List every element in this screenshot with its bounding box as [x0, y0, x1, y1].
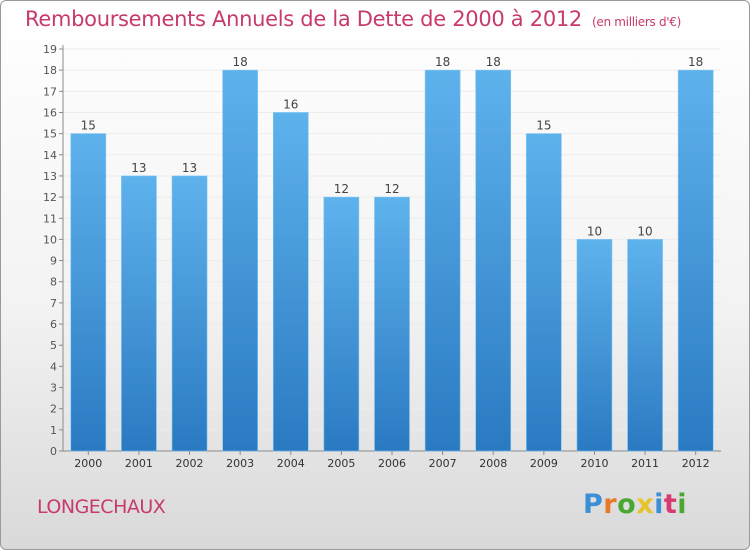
x-tick-labels: 2000 2001 2002 2003 2004 2005 2006 2007 2008 2009… [74, 457, 709, 470]
x-tick-label-2006: 2006 [378, 457, 406, 470]
y-tick-label: 2 [50, 403, 57, 416]
x-tick-label-2002: 2002 [176, 457, 204, 470]
data-label-2011: 10 [637, 224, 652, 238]
bars [70, 69, 714, 452]
logo-letter: r [603, 489, 618, 520]
bar-2011 [627, 239, 663, 452]
logo-letter: i [654, 489, 664, 520]
y-tick-label: 3 [50, 382, 57, 395]
x-tick-label-2011: 2011 [631, 457, 659, 470]
y-tick-label: 13 [43, 170, 57, 183]
logo-letter: i [677, 489, 688, 520]
logo-letter: x [636, 489, 655, 520]
data-label-2007: 18 [435, 55, 450, 69]
y-tick-label: 0 [50, 445, 57, 458]
y-tick-label: 17 [43, 85, 57, 98]
data-label-2003: 18 [233, 55, 248, 69]
bar-2001 [121, 175, 157, 452]
x-tick-label-2004: 2004 [277, 457, 305, 470]
chart-title-text: Remboursements Annuels de la Dette de 20… [25, 7, 582, 31]
chart-title: Remboursements Annuels de la Dette de 20… [25, 7, 681, 31]
y-tick-label: 7 [50, 297, 57, 310]
logo-letter: P [583, 489, 604, 520]
y-tick-label: 15 [43, 128, 57, 141]
logo-letter: t [663, 489, 678, 520]
y-tick-label: 18 [43, 64, 57, 77]
data-labels: 15 13 13 18 16 12 12 18 18 15 10 10 18 [81, 55, 704, 238]
x-tick-label-2010: 2010 [580, 457, 608, 470]
x-tick-label-2009: 2009 [530, 457, 558, 470]
commune-name: LONGECHAUX [37, 496, 166, 518]
data-label-2012: 18 [688, 55, 703, 69]
proxiti-logo: Proxiti [583, 489, 687, 520]
y-tick-label: 14 [43, 149, 57, 162]
data-label-2008: 18 [486, 55, 501, 69]
y-tick-label: 16 [43, 106, 57, 119]
x-tick-label-2001: 2001 [125, 457, 153, 470]
data-label-2001: 13 [131, 161, 146, 175]
logo-letter: o [617, 489, 637, 520]
x-tick-label-2003: 2003 [226, 457, 254, 470]
bar-2008 [475, 69, 512, 452]
x-tick-label-2005: 2005 [327, 457, 355, 470]
y-tick-label: 11 [43, 212, 57, 225]
y-tick-label: 5 [50, 339, 57, 352]
bar-2002 [171, 175, 208, 452]
x-tick-label-2000: 2000 [74, 457, 102, 470]
bar-2005 [323, 196, 360, 452]
data-label-2000: 15 [81, 119, 96, 133]
bar-2010 [576, 239, 613, 452]
bar-2007 [424, 69, 461, 452]
y-tick-label: 10 [43, 233, 57, 246]
y-tick-label: 8 [50, 276, 57, 289]
bar-2012 [677, 69, 714, 452]
bar-2009 [526, 133, 562, 452]
y-tick-label: 9 [50, 255, 57, 268]
y-tick-label: 12 [43, 191, 57, 204]
data-label-2002: 13 [182, 161, 197, 175]
data-label-2005: 12 [334, 182, 349, 196]
bar-2000 [70, 133, 107, 452]
y-tick-label: 1 [50, 424, 57, 437]
y-tick-label: 6 [50, 318, 57, 331]
bar-2003 [222, 69, 258, 452]
x-tick-label-2008: 2008 [479, 457, 507, 470]
x-tick-label-2007: 2007 [429, 457, 457, 470]
x-tick-label-2012: 2012 [682, 457, 710, 470]
data-label-2006: 12 [384, 182, 399, 196]
bar-2006 [374, 196, 410, 452]
y-tick-label: 4 [50, 360, 57, 373]
data-label-2009: 15 [536, 119, 551, 133]
bar-2004 [272, 112, 309, 452]
chart-unit: (en milliers d'€) [592, 15, 682, 29]
y-tick-label: 19 [43, 43, 57, 56]
data-label-2010: 10 [587, 224, 602, 238]
data-label-2004: 16 [283, 97, 298, 111]
